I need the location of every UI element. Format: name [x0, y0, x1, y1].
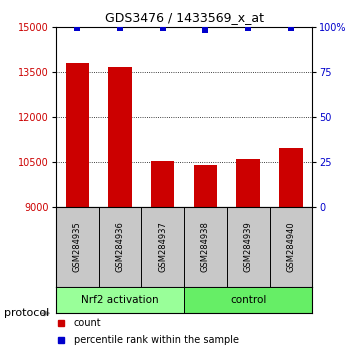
Point: [117, 25, 123, 31]
Text: GSM284936: GSM284936: [116, 221, 125, 272]
Bar: [108, 67, 132, 207]
Text: GSM284935: GSM284935: [73, 222, 82, 272]
Bar: [66, 63, 89, 207]
Bar: [184, 207, 227, 287]
Bar: [99, 207, 142, 287]
Text: Nrf2 activation: Nrf2 activation: [81, 295, 159, 305]
Bar: [142, 207, 184, 287]
Bar: [227, 207, 270, 287]
Text: count: count: [74, 318, 101, 328]
Text: control: control: [230, 295, 266, 305]
Bar: [56, 287, 184, 313]
Text: GSM284939: GSM284939: [244, 222, 253, 272]
Bar: [56, 207, 99, 287]
Bar: [194, 165, 217, 207]
Text: GSM284940: GSM284940: [286, 222, 295, 272]
Bar: [270, 207, 312, 287]
Point: [288, 25, 294, 31]
Text: GSM284938: GSM284938: [201, 221, 210, 272]
Text: percentile rank within the sample: percentile rank within the sample: [74, 335, 239, 345]
Text: protocol: protocol: [4, 308, 49, 318]
Point: [245, 25, 251, 31]
Point: [203, 27, 208, 33]
Bar: [151, 161, 174, 207]
Point: [74, 25, 80, 31]
Title: GDS3476 / 1433569_x_at: GDS3476 / 1433569_x_at: [105, 11, 264, 24]
Point: [160, 25, 166, 31]
Bar: [236, 159, 260, 207]
Text: GSM284937: GSM284937: [158, 221, 167, 272]
Bar: [184, 287, 312, 313]
Bar: [279, 148, 303, 207]
